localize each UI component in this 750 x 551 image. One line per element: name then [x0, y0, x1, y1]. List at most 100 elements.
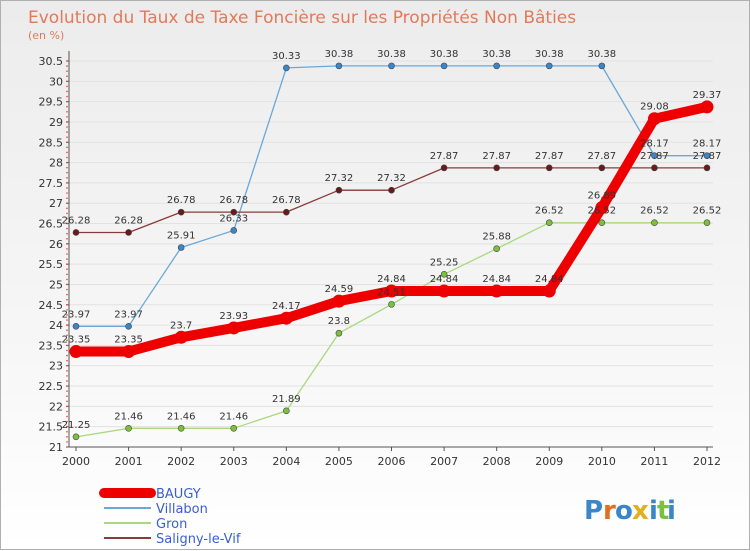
x-tick-label: 2005: [325, 455, 353, 468]
y-minor-tick: [66, 283, 68, 286]
data-point: [542, 284, 556, 298]
x-tick-label: 2011: [640, 455, 668, 468]
y-minor-tick: [66, 405, 68, 408]
legend-label: Saligny-le-Vif: [156, 532, 241, 547]
data-label: 26.78: [219, 195, 248, 206]
data-label: 25.91: [167, 230, 196, 241]
logo-letter: i: [649, 496, 658, 526]
data-label: 26.52: [535, 206, 564, 217]
y-minor-tick: [66, 349, 68, 352]
data-point: [125, 323, 132, 330]
logo-letter: x: [632, 496, 649, 526]
data-label: 23.7: [170, 320, 192, 331]
data-point: [177, 425, 185, 432]
series-baugy: [69, 100, 714, 359]
y-tick-label: 22.5: [39, 380, 64, 393]
y-minor-tick: [66, 202, 68, 205]
y-minor-tick: [66, 420, 68, 423]
y-minor-tick: [66, 207, 68, 210]
data-point: [598, 164, 606, 172]
data-label: 25.88: [482, 232, 511, 243]
data-point: [651, 219, 658, 227]
x-tick-label: 2007: [430, 455, 458, 468]
data-point: [703, 219, 711, 227]
data-point: [283, 208, 290, 216]
data-label: 24.51: [377, 287, 406, 298]
data-label: 27.32: [377, 173, 406, 184]
series-gron: [72, 219, 711, 441]
data-point: [125, 229, 132, 236]
x-tick-label: 2008: [483, 455, 511, 468]
data-point: [440, 271, 448, 278]
data-point: [545, 62, 553, 70]
y-minor-tick: [66, 156, 68, 159]
y-minor-tick: [66, 268, 68, 271]
y-tick-label: 21: [49, 441, 63, 454]
data-point: [493, 245, 500, 253]
data-label: 30.38: [535, 49, 564, 60]
data-point: [335, 329, 343, 337]
data-point: [651, 164, 658, 172]
y-minor-tick: [66, 390, 68, 392]
series-layer: [69, 62, 714, 441]
y-minor-tick: [66, 303, 68, 306]
x-tick-label: 2002: [167, 455, 195, 468]
data-label: 24.84: [377, 274, 406, 285]
data-label: 26.28: [114, 215, 143, 226]
series-villabon: [72, 62, 711, 330]
data-point: [595, 201, 609, 215]
y-tick-label: 22: [49, 400, 63, 413]
data-label: 23.8: [328, 316, 350, 327]
data-point: [283, 64, 290, 72]
y-minor-tick: [66, 95, 68, 98]
y-tick-label: 27: [49, 197, 63, 210]
x-tick-label: 2006: [378, 455, 406, 468]
y-minor-tick: [66, 121, 68, 123]
data-label: 24.84: [430, 274, 459, 285]
y-minor-tick: [66, 187, 68, 189]
y-minor-tick: [66, 227, 68, 230]
data-point: [332, 294, 346, 308]
y-minor-tick: [66, 192, 68, 194]
y-tick-label: 21.5: [39, 421, 64, 434]
y-minor-tick: [66, 212, 68, 215]
series-saligny-le-vif: [72, 164, 711, 236]
y-minor-tick: [66, 339, 68, 342]
data-point: [651, 152, 658, 159]
data-label: 27.87: [430, 151, 459, 162]
data-label: 30.38: [588, 49, 617, 60]
logo-letter: t: [657, 496, 669, 526]
data-point: [72, 433, 80, 441]
y-minor-tick: [66, 248, 68, 250]
y-minor-tick: [66, 166, 68, 169]
data-point: [493, 164, 500, 172]
y-tick-label: 23.5: [39, 339, 64, 352]
y-tick-label: 29: [49, 116, 63, 129]
y-minor-tick: [66, 430, 68, 433]
data-point: [227, 321, 241, 335]
y-tick-label: 24: [49, 319, 63, 332]
y-minor-tick: [66, 243, 68, 245]
chart-title: Evolution du Taux de Taxe Foncière sur l…: [28, 8, 576, 28]
y-tick-label: 27.5: [39, 177, 64, 190]
y-minor-tick: [66, 136, 68, 138]
y-minor-tick: [66, 309, 68, 311]
data-point: [437, 284, 451, 298]
y-minor-tick: [66, 380, 68, 382]
data-label: 21.46: [219, 411, 248, 422]
y-minor-tick: [66, 324, 68, 326]
y-tick-label: 25: [49, 278, 63, 291]
y-minor-tick: [66, 146, 68, 149]
data-label: 21.89: [272, 394, 301, 405]
y-minor-tick: [66, 75, 68, 78]
data-label: 27.87: [535, 151, 564, 162]
data-point: [545, 164, 553, 172]
y-minor-tick: [66, 222, 68, 225]
y-minor-tick: [66, 410, 68, 413]
logo-letter: P: [584, 496, 603, 526]
y-minor-tick: [66, 90, 68, 93]
y-minor-tick: [66, 395, 68, 398]
